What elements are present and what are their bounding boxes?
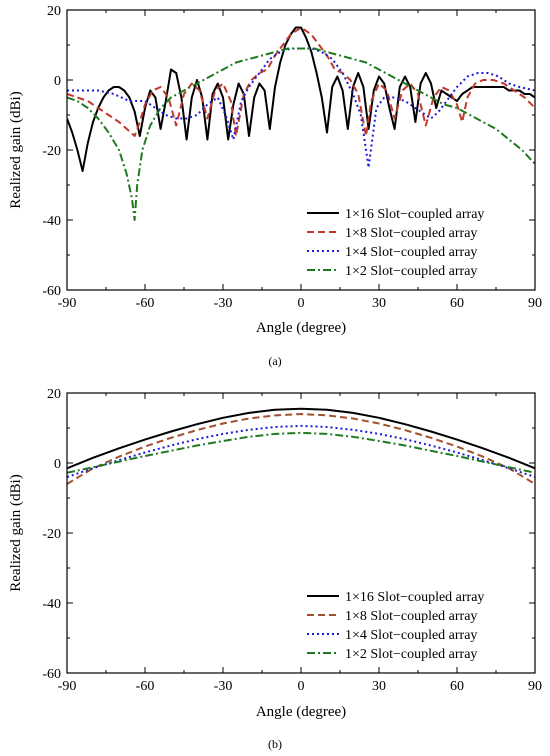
x-tick-label: 90 [528,296,542,311]
x-tick-label: -60 [136,296,155,311]
x-tick-label: -90 [58,679,77,694]
series-line-4 [67,47,535,221]
legend-label-4: 1×2 Slot−coupled array [345,647,477,662]
y-tick-label: 20 [47,387,61,402]
legend-label-2: 1×8 Slot−coupled array [345,226,477,241]
legend-label-4: 1×2 Slot−coupled array [345,264,477,279]
panel-caption: (b) [268,737,282,751]
series-line-4 [67,431,535,474]
series-line-1 [67,407,535,470]
y-tick-label: -60 [42,667,61,682]
y-tick-label: 0 [54,74,61,89]
y-tick-label: -20 [42,527,61,542]
x-axis-title: Angle (degree) [256,320,346,336]
series-line-2 [67,413,535,485]
y-tick-label: -60 [42,284,61,299]
x-tick-label: -60 [136,679,155,694]
x-tick-label: -30 [214,679,233,694]
legend-label-3: 1×4 Slot−coupled array [345,245,477,260]
x-tick-label: 0 [298,679,305,694]
y-tick-label: -40 [42,597,61,612]
series-line-3 [67,424,535,478]
legend-label-1: 1×16 Slot−coupled array [345,207,484,222]
legend-label-2: 1×8 Slot−coupled array [345,609,477,624]
y-axis-title: Realized gain (dBi) [8,91,24,208]
legend-label-3: 1×4 Slot−coupled array [345,628,477,643]
y-axis-title: Realized gain (dBi) [8,474,24,591]
y-tick-label: -40 [42,214,61,229]
x-tick-label: 30 [372,679,386,694]
x-tick-label: -30 [214,296,233,311]
panel-caption: (a) [268,354,281,368]
legend-label-1: 1×16 Slot−coupled array [345,590,484,605]
series-line-3 [67,47,535,169]
x-axis-title: Angle (degree) [256,704,346,720]
x-tick-label: -90 [58,296,77,311]
x-tick-label: 30 [372,296,386,311]
x-tick-label: 60 [450,296,464,311]
y-tick-label: 20 [47,4,61,19]
y-tick-label: 0 [54,457,61,472]
x-tick-label: 60 [450,679,464,694]
y-tick-label: -20 [42,144,61,159]
x-tick-label: 90 [528,679,542,694]
x-tick-label: 0 [298,296,305,311]
